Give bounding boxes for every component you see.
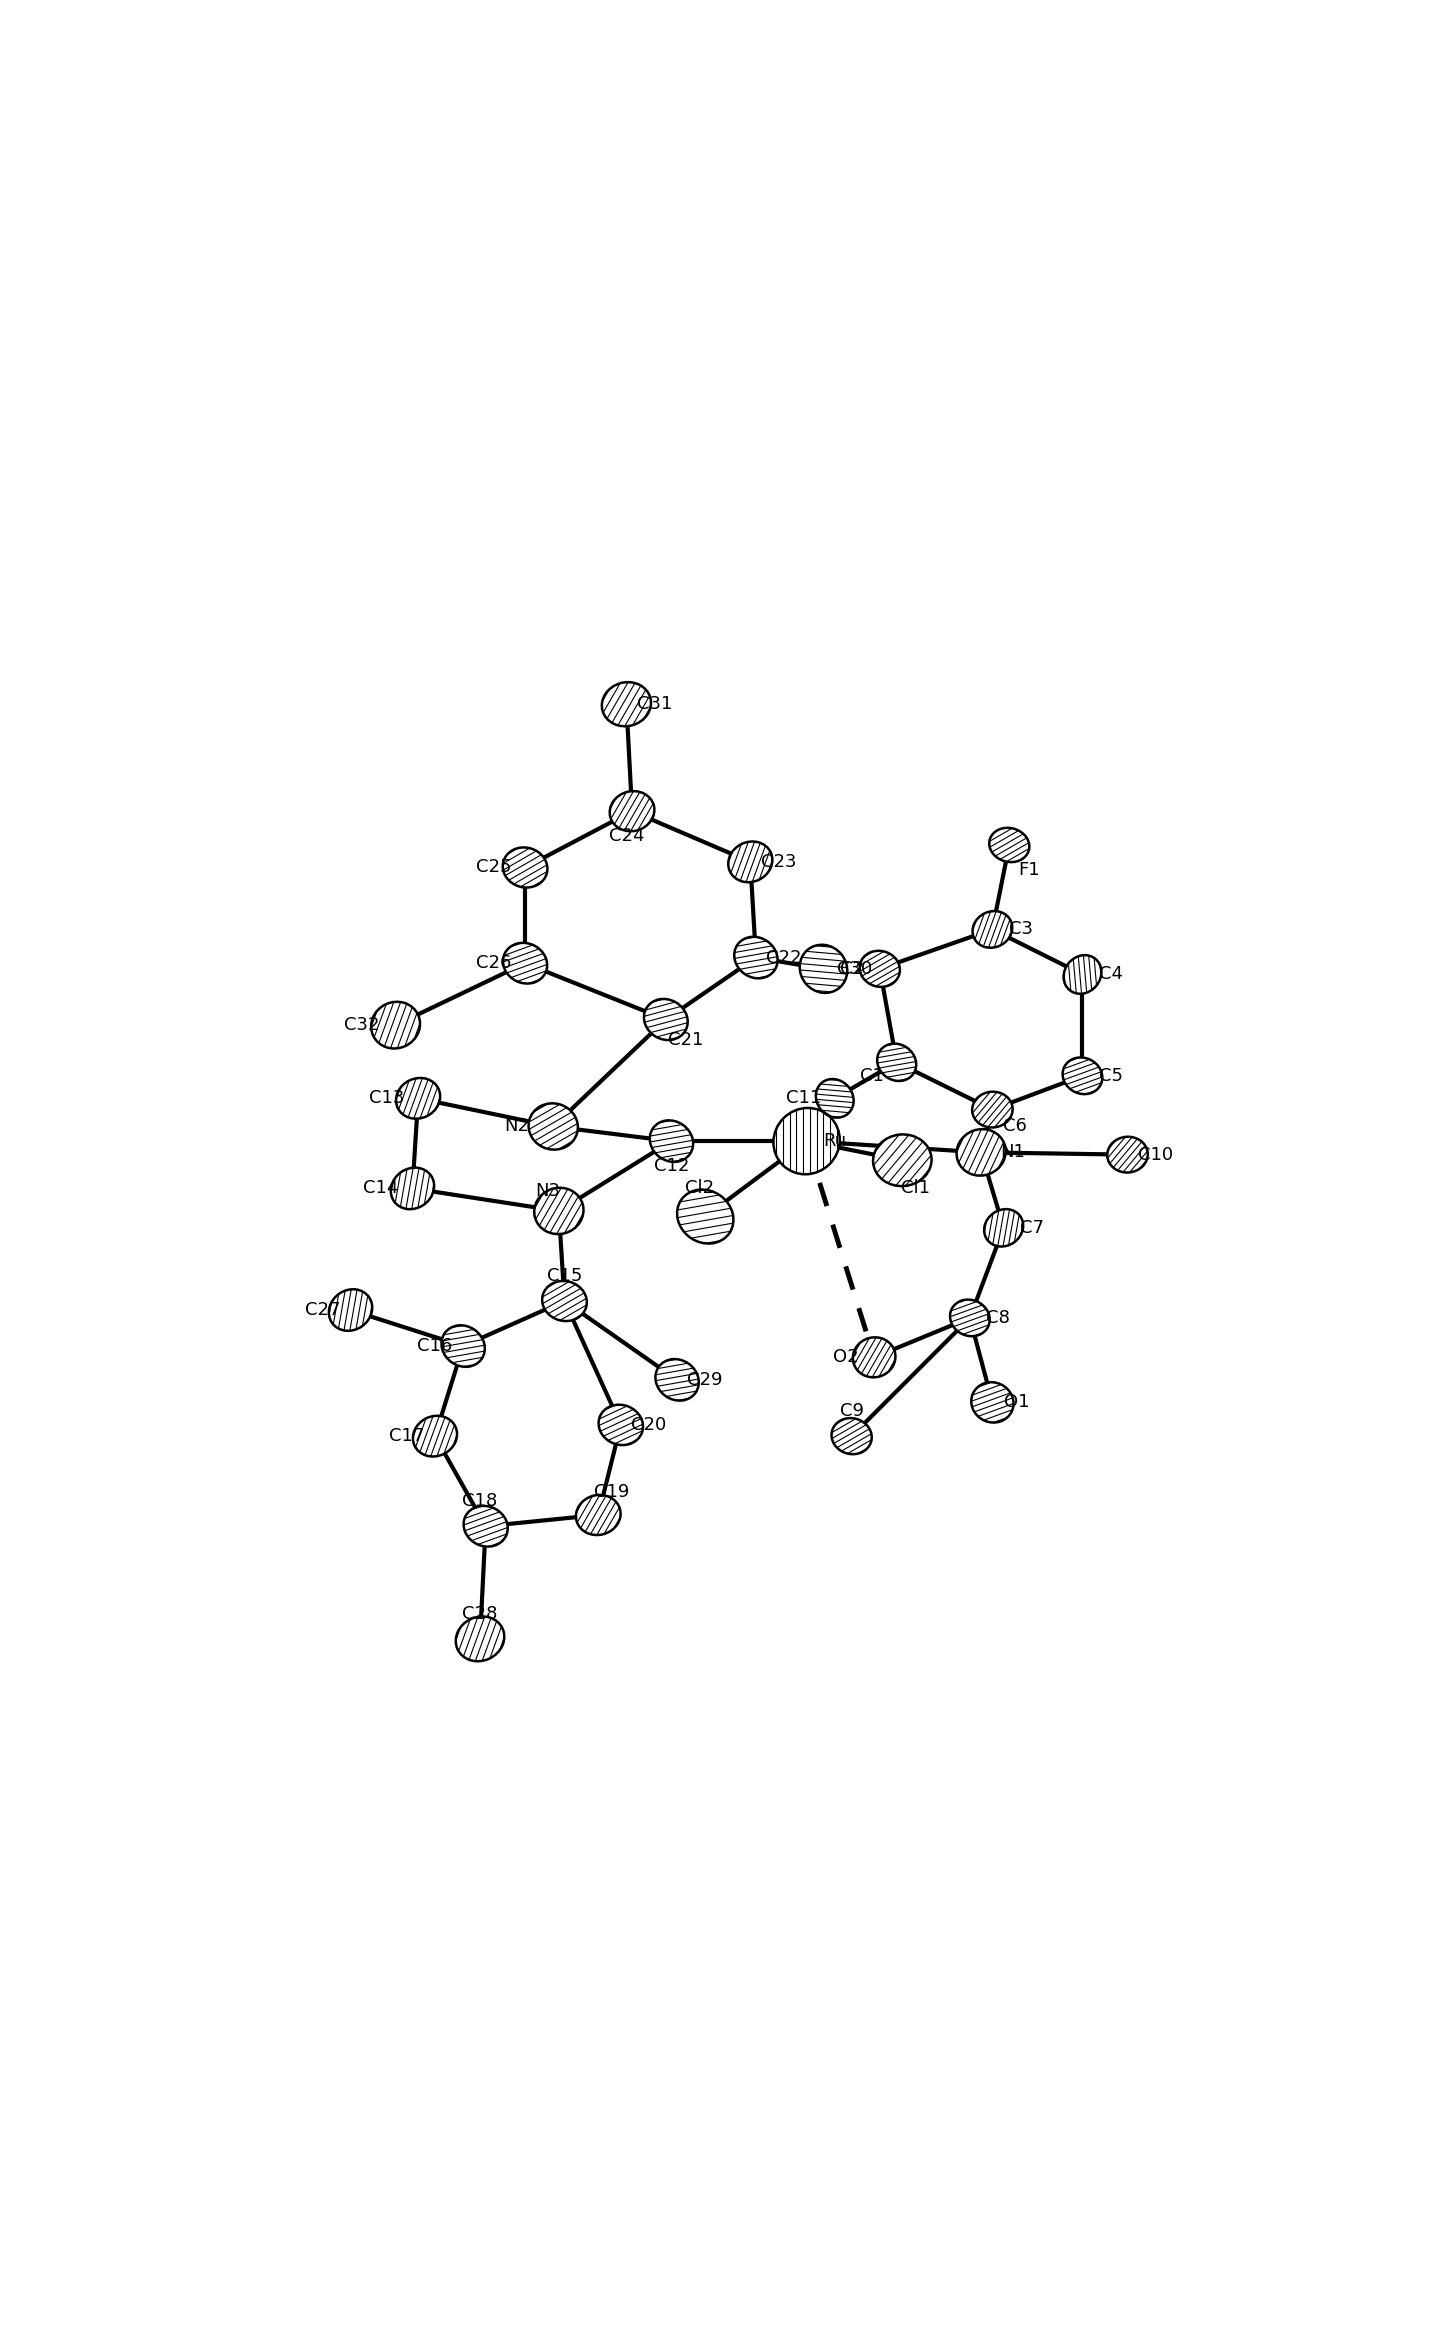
Text: O1: O1 <box>1004 1394 1030 1410</box>
Text: C19: C19 <box>594 1483 629 1501</box>
Text: C26: C26 <box>477 953 511 972</box>
Ellipse shape <box>442 1326 485 1366</box>
Ellipse shape <box>599 1406 644 1445</box>
Text: F1: F1 <box>1019 860 1040 879</box>
Ellipse shape <box>1064 956 1101 993</box>
Ellipse shape <box>1107 1138 1148 1172</box>
Text: N1: N1 <box>1000 1145 1026 1161</box>
Ellipse shape <box>397 1077 440 1119</box>
Text: C27: C27 <box>305 1301 340 1319</box>
Ellipse shape <box>464 1506 507 1545</box>
Ellipse shape <box>799 944 847 993</box>
Ellipse shape <box>649 1121 693 1161</box>
Ellipse shape <box>956 1128 1005 1175</box>
Ellipse shape <box>831 1417 872 1455</box>
Ellipse shape <box>542 1282 587 1322</box>
Text: C6: C6 <box>1003 1117 1027 1135</box>
Text: C16: C16 <box>417 1338 453 1354</box>
Text: C23: C23 <box>761 853 796 872</box>
Text: C2: C2 <box>840 960 863 977</box>
Ellipse shape <box>878 1044 917 1082</box>
Ellipse shape <box>972 911 1013 949</box>
Text: Cl2: Cl2 <box>684 1179 715 1198</box>
Text: C1: C1 <box>860 1068 883 1084</box>
Text: C17: C17 <box>389 1427 424 1445</box>
Ellipse shape <box>535 1189 584 1233</box>
Ellipse shape <box>503 848 548 888</box>
Ellipse shape <box>328 1289 372 1331</box>
Ellipse shape <box>503 942 548 984</box>
Text: C3: C3 <box>1008 921 1033 939</box>
Ellipse shape <box>1062 1058 1103 1093</box>
Text: Cl1: Cl1 <box>901 1179 930 1198</box>
Ellipse shape <box>773 1107 840 1175</box>
Ellipse shape <box>602 683 651 727</box>
Text: C25: C25 <box>475 858 511 876</box>
Text: C10: C10 <box>1138 1145 1173 1163</box>
Text: C28: C28 <box>462 1606 498 1622</box>
Ellipse shape <box>610 790 654 832</box>
Ellipse shape <box>413 1415 458 1457</box>
Ellipse shape <box>655 1359 699 1401</box>
Ellipse shape <box>575 1494 620 1536</box>
Text: C12: C12 <box>654 1156 689 1175</box>
Ellipse shape <box>456 1615 504 1662</box>
Text: C11: C11 <box>786 1089 821 1107</box>
Text: C4: C4 <box>1098 965 1123 984</box>
Ellipse shape <box>529 1103 578 1149</box>
Ellipse shape <box>371 1002 420 1049</box>
Ellipse shape <box>677 1189 734 1242</box>
Ellipse shape <box>971 1382 1014 1422</box>
Text: C18: C18 <box>462 1492 498 1510</box>
Ellipse shape <box>972 1091 1013 1128</box>
Text: C9: C9 <box>840 1403 863 1420</box>
Text: C13: C13 <box>369 1089 404 1107</box>
Text: C29: C29 <box>687 1371 724 1389</box>
Ellipse shape <box>815 1079 854 1117</box>
Text: O2: O2 <box>833 1347 859 1366</box>
Text: C21: C21 <box>668 1030 703 1049</box>
Ellipse shape <box>989 828 1029 862</box>
Text: N2: N2 <box>504 1117 530 1135</box>
Text: C32: C32 <box>344 1016 379 1035</box>
Ellipse shape <box>873 1135 931 1186</box>
Text: C7: C7 <box>1020 1219 1043 1238</box>
Text: C20: C20 <box>631 1415 667 1434</box>
Ellipse shape <box>950 1301 989 1336</box>
Text: Ru: Ru <box>824 1133 846 1149</box>
Text: C8: C8 <box>987 1310 1010 1326</box>
Ellipse shape <box>734 937 777 979</box>
Ellipse shape <box>644 1000 687 1040</box>
Ellipse shape <box>853 1338 895 1378</box>
Ellipse shape <box>860 951 899 986</box>
Text: C15: C15 <box>546 1268 583 1284</box>
Ellipse shape <box>391 1168 434 1210</box>
Text: C30: C30 <box>837 960 873 977</box>
Text: C5: C5 <box>1098 1068 1123 1084</box>
Ellipse shape <box>728 841 773 881</box>
Text: N3: N3 <box>535 1182 559 1200</box>
Text: C14: C14 <box>363 1179 398 1198</box>
Text: C22: C22 <box>766 949 802 967</box>
Text: C31: C31 <box>636 695 673 713</box>
Text: C24: C24 <box>609 828 644 844</box>
Ellipse shape <box>984 1210 1023 1247</box>
